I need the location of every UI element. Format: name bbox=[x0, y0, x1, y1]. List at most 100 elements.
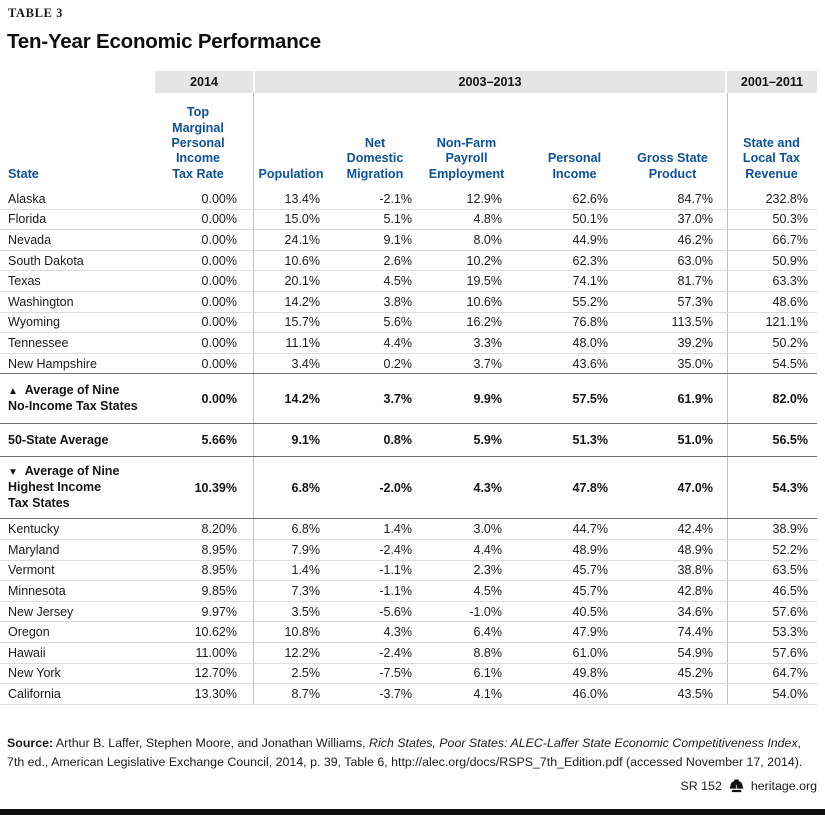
value-cell: 4.4% bbox=[473, 542, 503, 557]
value-cell: 63.0% bbox=[677, 253, 713, 268]
row-label: Vermont bbox=[8, 563, 55, 578]
table-header-row: State Top Marginal Personal Income Tax Ra… bbox=[0, 93, 817, 189]
value-cell: 64.7% bbox=[727, 663, 817, 684]
value-cell: 8.95% bbox=[201, 563, 237, 578]
value-cell: 56.5% bbox=[727, 424, 817, 457]
row-label: Tennessee bbox=[8, 335, 69, 350]
row-label: Kentucky bbox=[8, 522, 60, 537]
value-cell: 8.7% bbox=[253, 684, 330, 704]
value-cell: -2.0% bbox=[379, 480, 412, 495]
row-label: Alaska bbox=[8, 191, 46, 206]
value-cell: 0.00% bbox=[201, 212, 237, 227]
value-cell: 45.7% bbox=[572, 563, 608, 578]
table-row: Texas 0.00% 20.1% 4.5% 19.5% 74.1% 81.7% 63.3% bbox=[0, 271, 817, 292]
value-cell: 57.3% bbox=[677, 294, 713, 309]
value-cell: 11.00% bbox=[195, 645, 237, 660]
value-cell: 54.3% bbox=[727, 457, 817, 519]
row-label: New Hampshire bbox=[8, 356, 97, 371]
value-cell: 8.0% bbox=[473, 232, 503, 247]
value-cell: -2.4% bbox=[379, 542, 412, 557]
value-cell: 44.7% bbox=[572, 522, 608, 537]
value-cell: 46.5% bbox=[727, 581, 817, 601]
value-cell: 10.39% bbox=[194, 480, 237, 495]
value-cell: 4.3% bbox=[383, 625, 413, 640]
up-triangle-icon: ▲ bbox=[8, 386, 21, 398]
value-cell: 3.0% bbox=[473, 522, 503, 537]
value-cell: 47.8% bbox=[572, 480, 608, 495]
value-cell: 4.5% bbox=[383, 274, 413, 289]
value-cell: 48.0% bbox=[572, 335, 608, 350]
row-label: 50-State Average bbox=[8, 432, 109, 447]
source-rest: , 7th ed., American Legislative Exchange… bbox=[7, 735, 803, 769]
value-cell: 47.0% bbox=[677, 480, 713, 495]
source-title-italic: Rich States, Poor States: ALEC-Laffer St… bbox=[369, 735, 798, 750]
value-cell: 0.00% bbox=[201, 391, 237, 406]
table-row: South Dakota 0.00% 10.6% 2.6% 10.2% 62.3% 63.0… bbox=[0, 250, 817, 272]
value-cell: 47.9% bbox=[572, 625, 608, 640]
value-cell: 52.2% bbox=[727, 539, 817, 560]
value-cell: 50.1% bbox=[572, 212, 608, 227]
value-cell: 3.3% bbox=[473, 335, 503, 350]
value-cell: -7.5% bbox=[379, 666, 412, 681]
site-link: heritage.org bbox=[750, 779, 817, 793]
value-cell: 1.4% bbox=[253, 560, 330, 581]
down-triangle-icon: ▼ bbox=[8, 467, 21, 479]
value-cell: 6.4% bbox=[473, 625, 503, 640]
value-cell: 48.9% bbox=[677, 542, 713, 557]
column-header: Personal Income bbox=[547, 151, 602, 181]
liberty-bell-icon bbox=[729, 779, 744, 793]
value-cell: 0.00% bbox=[201, 294, 237, 309]
value-cell: 42.8% bbox=[677, 583, 713, 598]
source-authors: Arthur B. Laffer, Stephen Moore, and Jon… bbox=[53, 735, 370, 750]
value-cell: -1.1% bbox=[379, 563, 412, 578]
table-body: Alaska 0.00% 13.4% -2.1% 12.9% 62.6% 84.7% 232.… bbox=[0, 189, 817, 705]
value-cell: 9.85% bbox=[201, 583, 237, 598]
table-row: Florida 0.00% 15.0% 5.1% 4.8% 50.1% 37.0% 50.3% bbox=[0, 209, 817, 231]
value-cell: 50.9% bbox=[727, 250, 817, 271]
band-2001-2011: 2001–2011 bbox=[727, 71, 817, 93]
value-cell: 54.9% bbox=[677, 645, 713, 660]
value-cell: 14.2% bbox=[253, 291, 330, 312]
value-cell: 4.8% bbox=[473, 212, 503, 227]
table-row: New Jersey 9.97% 3.5% -5.6% -1.0% 40.5% 34.6% 5… bbox=[0, 601, 817, 623]
row-label: Oregon bbox=[8, 625, 50, 640]
value-cell: 9.1% bbox=[383, 232, 413, 247]
period-band-row: 2014 2003–2013 2001–2011 bbox=[0, 71, 817, 93]
value-cell: 13.30% bbox=[194, 686, 237, 701]
value-cell: 57.6% bbox=[727, 601, 817, 622]
column-header: Gross State Product bbox=[637, 151, 708, 181]
value-cell: 19.5% bbox=[466, 274, 502, 289]
value-cell: 63.5% bbox=[727, 560, 817, 581]
table-row: Alaska 0.00% 13.4% -2.1% 12.9% 62.6% 84.7% 232.… bbox=[0, 189, 817, 210]
value-cell: 0.2% bbox=[383, 356, 413, 371]
value-cell: 63.3% bbox=[727, 271, 817, 291]
value-cell: 10.6% bbox=[466, 294, 502, 309]
value-cell: 11.1% bbox=[253, 333, 330, 353]
table-row: Minnesota 9.85% 7.3% -1.1% 4.5% 45.7% 42.8% 46.… bbox=[0, 581, 817, 602]
report-number: SR 152 bbox=[680, 779, 722, 793]
value-cell: 46.0% bbox=[572, 686, 608, 701]
value-cell: 0.00% bbox=[201, 191, 237, 206]
value-cell: 0.00% bbox=[201, 232, 237, 247]
row-label: South Dakota bbox=[8, 253, 84, 268]
value-cell: 8.20% bbox=[201, 522, 237, 537]
table-row: 50-State Average 5.66% 9.1% 0.8% 5.9% 51.3% 51… bbox=[0, 424, 817, 458]
row-label: New Jersey bbox=[8, 604, 74, 619]
value-cell: 50.3% bbox=[727, 209, 817, 230]
column-header: Non-Farm Payroll Employment bbox=[428, 135, 505, 181]
value-cell: 232.8% bbox=[727, 189, 817, 209]
value-cell: 55.2% bbox=[572, 294, 608, 309]
value-cell: 12.9% bbox=[466, 191, 502, 206]
value-cell: -1.1% bbox=[379, 583, 412, 598]
value-cell: 7.3% bbox=[253, 581, 330, 601]
value-cell: 53.3% bbox=[727, 622, 817, 642]
report-credit: SR 152 heritage.org bbox=[681, 779, 817, 793]
value-cell: 49.8% bbox=[572, 666, 608, 681]
table-row: Maryland 8.95% 7.9% -2.4% 4.4% 48.9% 48.9% 52.2… bbox=[0, 539, 817, 561]
table-row: Vermont 8.95% 1.4% -1.1% 2.3% 45.7% 38.8% 63.5% bbox=[0, 560, 817, 582]
column-header: State and Local Tax Revenue bbox=[727, 93, 817, 189]
row-label: Texas bbox=[8, 274, 41, 289]
value-cell: 74.4% bbox=[677, 625, 713, 640]
value-cell: 82.0% bbox=[727, 374, 817, 424]
value-cell: -3.7% bbox=[379, 686, 412, 701]
